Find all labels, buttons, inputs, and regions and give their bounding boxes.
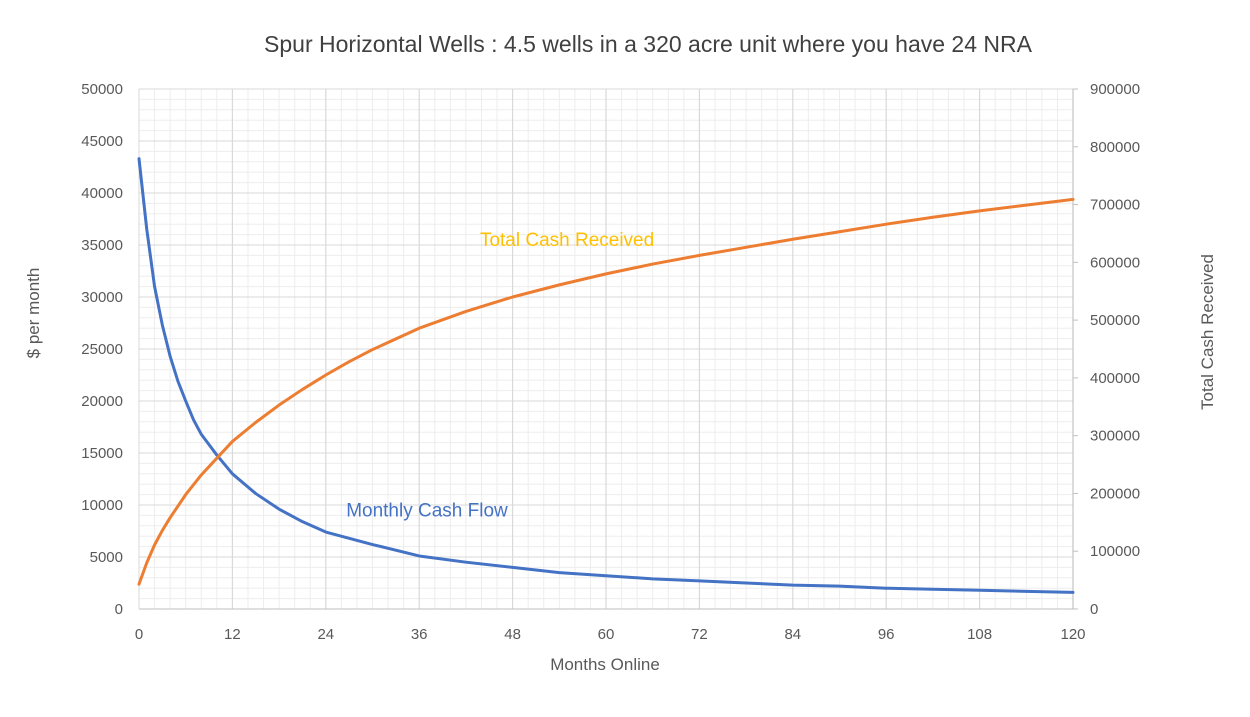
monthly-cash-flow-line <box>137 157 1075 594</box>
x-axis-title: Months Online <box>550 655 660 674</box>
y2-tick-label: 100000 <box>1090 543 1140 560</box>
x-tick-label: 48 <box>504 626 521 643</box>
y-tick-label: 25000 <box>81 341 123 358</box>
x-tick-label: 120 <box>1060 626 1085 643</box>
y2-tick-label: 900000 <box>1090 81 1140 98</box>
x-tick-label: 108 <box>967 626 992 643</box>
y-tick-label: 30000 <box>81 289 123 306</box>
y2-tick-label: 0 <box>1090 601 1098 618</box>
y-tick-label: 10000 <box>81 497 123 514</box>
y-tick-label: 0 <box>115 601 123 618</box>
y2-tick-label: 200000 <box>1090 485 1140 502</box>
y2-tick-label: 700000 <box>1090 197 1140 214</box>
y-tick-label: 40000 <box>81 185 123 202</box>
x-tick-label: 72 <box>691 626 708 643</box>
chart-title: Spur Horizontal Wells : 4.5 wells in a 3… <box>264 31 1033 57</box>
y-tick-label: 35000 <box>81 237 123 254</box>
y2-axis-title: Total Cash Received <box>1198 254 1217 410</box>
y-axis-title: $ per month <box>24 268 43 359</box>
x-tick-label: 12 <box>224 626 241 643</box>
tick-labels: 0 12 24 36 48 60 72 84 96 108 120 0 5000 10000 15000 20… <box>81 81 1140 643</box>
y-tick-label: 50000 <box>81 81 123 98</box>
y-tick-label: 15000 <box>81 445 123 462</box>
x-tick-label: 0 <box>135 626 143 643</box>
y2-tick-label: 300000 <box>1090 428 1140 445</box>
y-tick-label: 45000 <box>81 133 123 150</box>
monthly-cash-flow-label: Monthly Cash Flow <box>346 500 508 521</box>
x-tick-label: 24 <box>317 626 334 643</box>
total-cash-received-line <box>137 197 1075 586</box>
axes <box>138 88 1078 610</box>
y2-tick-label: 600000 <box>1090 254 1140 271</box>
y2-tick-label: 500000 <box>1090 312 1140 329</box>
x-tick-label: 36 <box>411 626 428 643</box>
total-cash-received-label: Total Cash Received <box>480 230 654 251</box>
x-tick-label: 60 <box>598 626 615 643</box>
y-tick-label: 5000 <box>90 549 123 566</box>
series-annotations: Total Cash Received Monthly Cash Flow <box>346 230 654 521</box>
x-tick-label: 84 <box>784 626 801 643</box>
series-lines <box>137 157 1075 594</box>
y2-tick-label: 400000 <box>1090 370 1140 387</box>
x-tick-label: 96 <box>878 626 895 643</box>
y-tick-label: 20000 <box>81 393 123 410</box>
y2-tick-label: 800000 <box>1090 139 1140 156</box>
